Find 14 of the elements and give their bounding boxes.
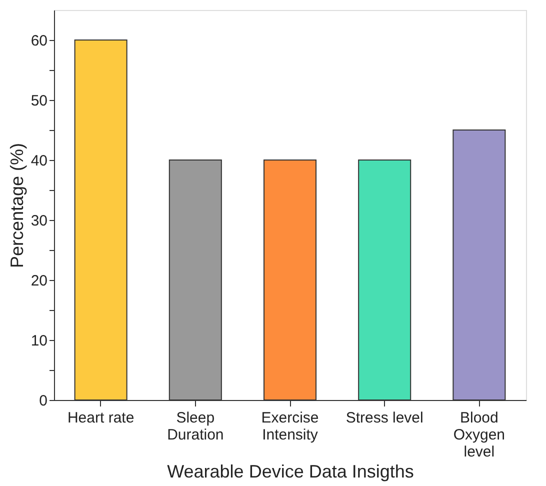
y-axis-title: Percentage (%) [6, 142, 27, 268]
y-tick-label: 40 [30, 152, 48, 170]
y-tick-label: 50 [30, 92, 48, 110]
x-tick-label: Stress level [346, 410, 424, 426]
y-tick-label: 20 [30, 272, 48, 290]
x-tick-label: Heart rate [67, 410, 134, 426]
x-tick-label: Sleep Duration [167, 410, 224, 444]
x-tick-label: Blood Oxygen level [453, 410, 506, 460]
y-tick-label: 60 [30, 32, 48, 50]
y-tick-label: 0 [39, 392, 48, 410]
y-tick-label: 10 [30, 332, 48, 350]
x-tick-label: Exercise Intensity [261, 410, 319, 444]
y-tick-label: 30 [30, 212, 48, 230]
x-axis-title: Wearable Device Data Insigths [167, 462, 414, 482]
